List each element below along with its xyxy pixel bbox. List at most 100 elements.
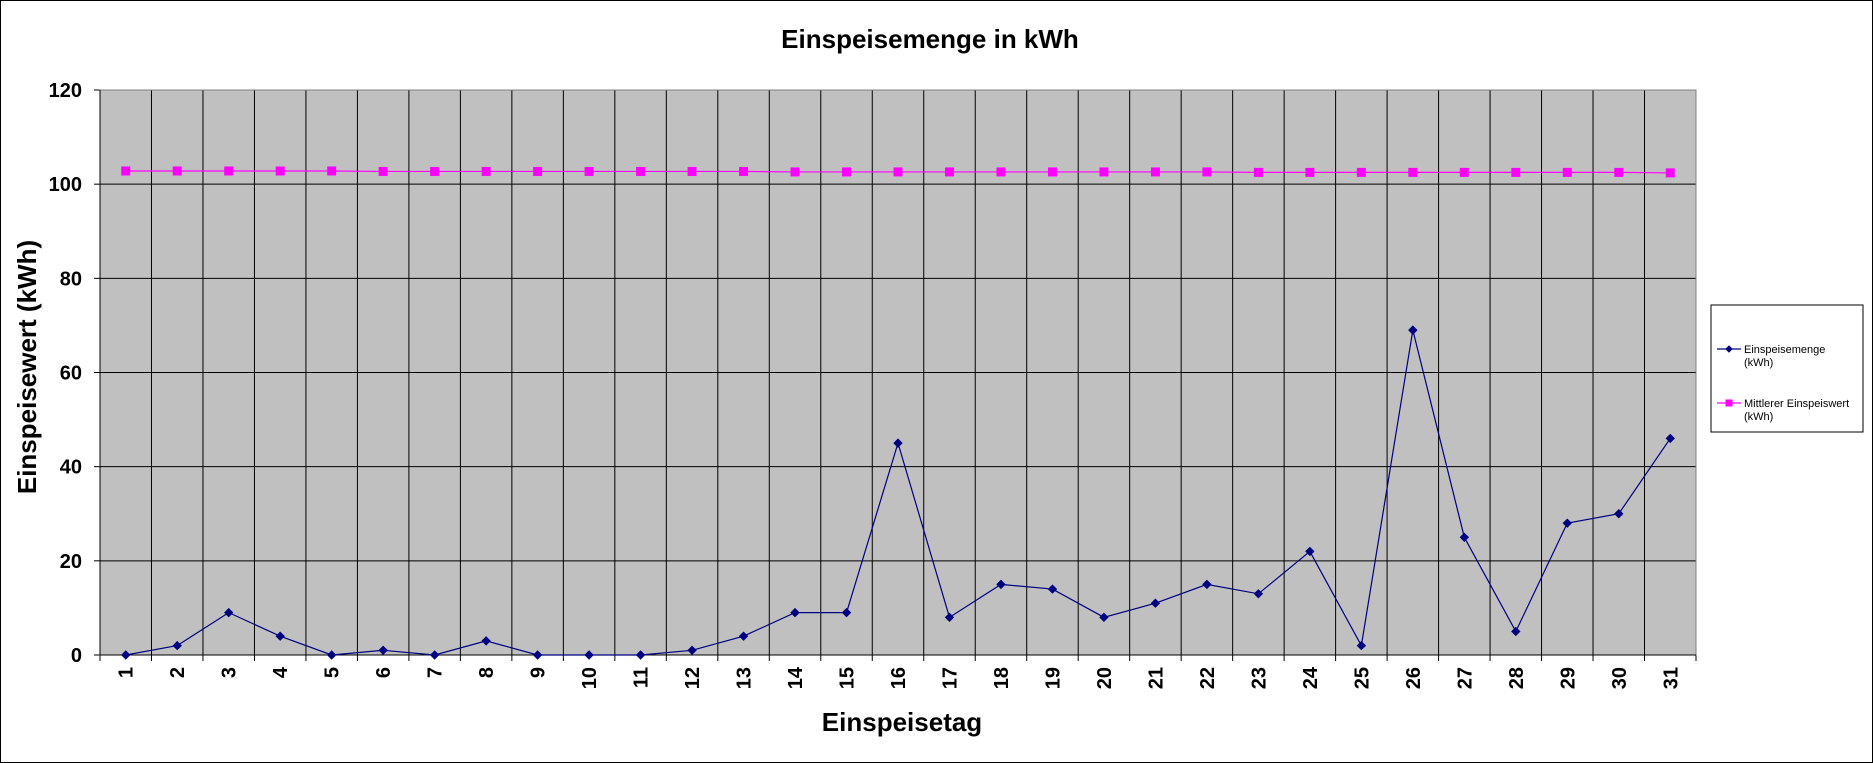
data-point <box>326 650 337 660</box>
y-tick-label: 100 <box>49 174 82 196</box>
series-2 <box>121 166 1675 178</box>
series-1 <box>121 325 1675 660</box>
chart-title: Einspeisemenge in kWh <box>781 24 1079 54</box>
data-point <box>1511 167 1521 177</box>
legend-box <box>1710 304 1864 433</box>
x-tick-label: 25 <box>1351 667 1373 689</box>
x-tick-label: 12 <box>682 667 704 689</box>
data-point <box>533 166 543 176</box>
data-point <box>841 607 852 618</box>
data-point <box>327 166 337 176</box>
x-tick-label: 26 <box>1403 667 1425 689</box>
x-tick-label: 23 <box>1248 667 1270 689</box>
data-point <box>1150 598 1161 608</box>
x-tick-label: 14 <box>785 666 807 689</box>
data-point <box>739 166 749 176</box>
x-tick-label: 28 <box>1506 667 1528 689</box>
data-point <box>944 612 955 623</box>
data-point <box>687 166 697 176</box>
x-tick-label: 22 <box>1197 667 1219 689</box>
data-point <box>1562 518 1572 528</box>
data-point <box>636 166 646 176</box>
data-point <box>996 167 1006 177</box>
y-tick-label: 60 <box>60 363 82 385</box>
data-point <box>1725 345 1733 353</box>
data-point <box>481 166 491 176</box>
data-point <box>172 640 182 651</box>
data-point <box>1408 325 1418 335</box>
data-point <box>1202 579 1212 590</box>
x-tick-label: 10 <box>579 667 601 689</box>
data-point <box>790 607 800 618</box>
x-tick-label: 8 <box>476 667 498 678</box>
x-tick-label: 21 <box>1145 667 1167 689</box>
data-point <box>1614 167 1624 177</box>
data-point <box>584 650 594 660</box>
y-tick-label: 40 <box>60 457 82 479</box>
data-point <box>430 166 440 176</box>
data-point <box>1047 584 1058 594</box>
data-point <box>275 631 285 641</box>
data-point <box>532 650 543 660</box>
data-point <box>1150 167 1160 177</box>
data-point <box>275 166 285 176</box>
y-tick-label: 20 <box>60 551 82 573</box>
data-point <box>378 645 388 655</box>
legend-item: Mittlerer Einspeiswert(kWh) <box>1717 398 1849 423</box>
data-point <box>1665 433 1675 444</box>
data-point <box>429 650 440 660</box>
x-tick-label: 1 <box>116 667 138 678</box>
data-point <box>1305 167 1315 177</box>
x-tick-label: 4 <box>270 666 292 678</box>
data-point <box>1614 509 1624 519</box>
data-point <box>893 167 903 177</box>
data-point <box>1562 167 1572 177</box>
x-tick-label: 19 <box>1042 667 1064 689</box>
x-tick-label: 7 <box>425 667 447 678</box>
data-point <box>224 607 234 618</box>
x-tick-label: 9 <box>528 667 550 678</box>
data-point <box>842 167 852 177</box>
x-tick-label: 30 <box>1609 667 1631 689</box>
series-layer <box>121 166 1675 660</box>
data-point <box>944 167 954 177</box>
legend-label: (kWh) <box>1744 411 1773 423</box>
y-axis-title: Einspeisewert (kWh) <box>12 240 42 494</box>
x-tick-label: 31 <box>1660 667 1682 689</box>
data-point <box>635 650 646 660</box>
legend: Einspeisemenge(kWh)Mittlerer Einspeiswer… <box>1710 304 1864 433</box>
data-point <box>1356 640 1367 651</box>
data-point <box>1202 167 1212 177</box>
x-tick-label: 13 <box>734 667 756 689</box>
legend-label: Mittlerer Einspeiswert <box>1744 398 1849 410</box>
data-point <box>1725 399 1733 407</box>
legend-item: Einspeisemenge(kWh) <box>1717 344 1825 369</box>
data-point <box>1408 167 1418 177</box>
data-point <box>738 631 749 641</box>
x-tick-label: 18 <box>991 667 1013 689</box>
y-tick-label: 80 <box>60 268 82 290</box>
y-tick-label: 120 <box>49 80 82 102</box>
data-point <box>1665 168 1675 178</box>
data-point <box>1356 167 1366 177</box>
data-point <box>378 166 388 176</box>
data-point <box>121 166 131 176</box>
legend-label: (kWh) <box>1744 357 1773 369</box>
legend-label: Einspeisemenge <box>1744 344 1825 356</box>
x-tick-label: 11 <box>631 667 653 688</box>
data-point <box>1511 626 1521 637</box>
data-point <box>1099 612 1109 623</box>
data-point <box>1253 589 1264 599</box>
data-point <box>893 438 903 448</box>
data-point <box>1459 532 1470 542</box>
data-point <box>224 166 234 176</box>
data-point <box>121 650 131 660</box>
x-tick-label: 17 <box>939 667 961 689</box>
x-tick-label: 15 <box>837 667 859 689</box>
x-tick-label: 29 <box>1557 667 1579 689</box>
data-point <box>1253 167 1263 177</box>
x-tick-label: 24 <box>1300 666 1322 689</box>
